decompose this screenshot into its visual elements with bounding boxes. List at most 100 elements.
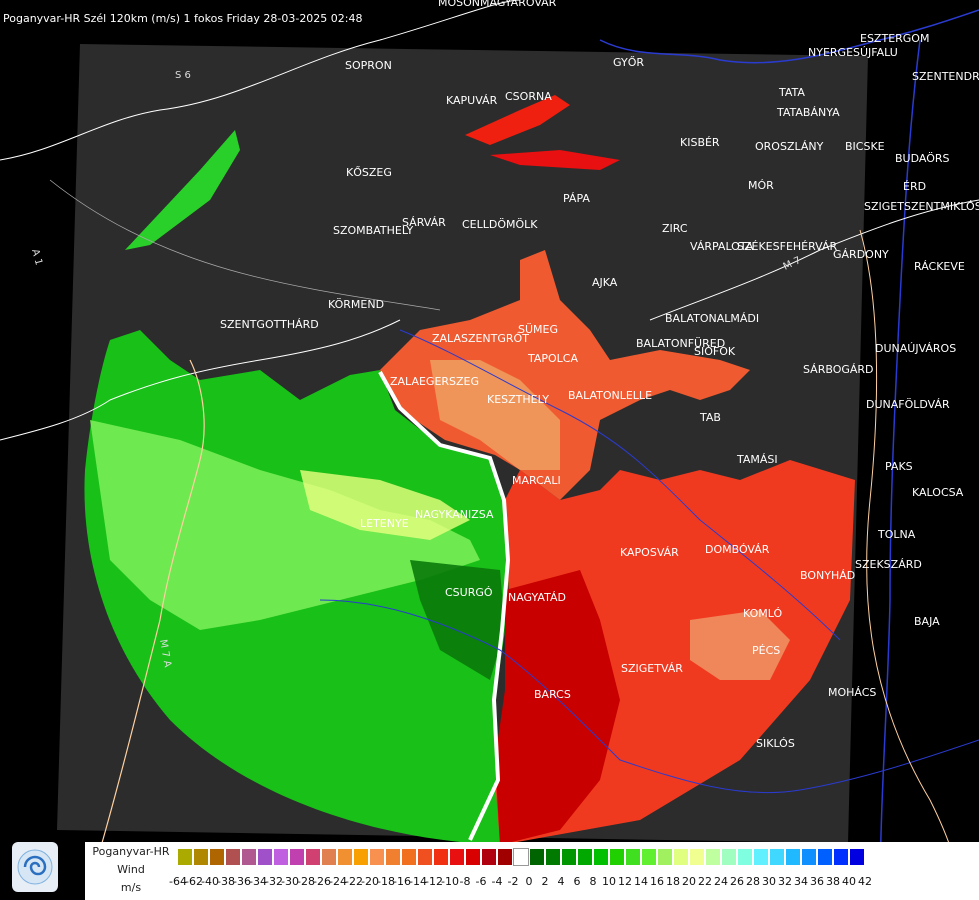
city-label: SÁRBOGÁRD — [803, 363, 874, 376]
legend-swatch — [513, 848, 529, 866]
city-label: ÉRD — [903, 180, 926, 193]
city-label: CSURGÓ — [445, 586, 493, 599]
echo-nw-green-strip — [125, 130, 240, 250]
legend-swatch — [561, 848, 577, 866]
legend-swatch — [401, 848, 417, 866]
city-label: SZÉKESFEHÉRVÁR — [737, 240, 838, 253]
city-label: GYŐR — [613, 55, 644, 69]
city-label: PAKS — [885, 460, 913, 473]
city-label: KALOCSA — [912, 486, 964, 499]
echo-north-strip-1 — [465, 95, 570, 145]
legend-swatch — [289, 848, 305, 866]
road-labels: S 6 A 1 M 7 M 7 A — [29, 70, 803, 668]
legend-swatch — [785, 848, 801, 866]
legend-tick-label: -36 — [233, 875, 251, 888]
legend-swatch — [673, 848, 689, 866]
legend-title-line: m/s — [120, 881, 142, 894]
legend-swatch — [433, 848, 449, 866]
legend-swatch — [849, 848, 865, 866]
legend-tick-label: -14 — [409, 875, 427, 888]
city-label: CSORNA — [505, 90, 552, 103]
legend-tick-label: -20 — [361, 875, 379, 888]
city-label: SIÓFOK — [694, 345, 736, 358]
city-label: ZIRC — [662, 222, 688, 235]
legend-tick-label: 0 — [525, 875, 533, 888]
legend-tick-label: -24 — [329, 875, 347, 888]
city-label: SZEKSZÁRD — [855, 558, 922, 571]
city-label: MÓR — [748, 179, 774, 192]
city-label: KAPOSVÁR — [620, 546, 679, 559]
legend-tick-label: 24 — [714, 875, 728, 888]
city-label: PÉCS — [752, 644, 780, 657]
city-label: SOPRON — [345, 59, 392, 72]
city-label: BUDAÖRS — [895, 152, 950, 165]
legend-tick-label: 20 — [682, 875, 696, 888]
city-label: DOMBÓVÁR — [705, 543, 770, 556]
city-label: TOLNA — [877, 528, 916, 541]
legend-swatch — [769, 848, 785, 866]
legend-swatch — [209, 848, 225, 866]
city-label: VÁRPALOTA — [690, 240, 754, 253]
city-label: BALATONLELLE — [568, 389, 652, 402]
city-label: SÁRVÁR — [402, 216, 446, 229]
legend-tick-label: -2 — [507, 875, 519, 888]
legend-tick-label: 26 — [730, 875, 744, 888]
echo-orange-region — [690, 610, 790, 680]
city-label: SZENTENDRE — [912, 70, 979, 83]
city-label: KÖRMEND — [328, 298, 384, 311]
city-label: DUNAFÖLDVÁR — [866, 398, 950, 411]
echo-north-red-region — [380, 250, 750, 500]
city-label: BALATONFÜRED — [636, 337, 725, 350]
legend-tick-label: 2 — [541, 875, 549, 888]
city-label: TAPOLCA — [527, 352, 578, 365]
legend-swatch — [689, 848, 705, 866]
city-label: DUNAÚJVÁROS — [875, 342, 956, 355]
city-label: NAGYATÁD — [508, 591, 566, 604]
legend-swatch — [753, 848, 769, 866]
legend-swatch — [417, 848, 433, 866]
city-label: BAJA — [914, 615, 940, 628]
city-label: KESZTHELY — [487, 393, 549, 406]
legend-swatch — [321, 848, 337, 866]
legend-swatch — [593, 848, 609, 866]
echo-salmon-region — [430, 360, 560, 470]
city-label: NYERGESÚJFALU — [808, 46, 898, 59]
city-label: SZIGETSZENTMIKLÓS — [864, 200, 979, 213]
legend-tick-label: -62 — [185, 875, 203, 888]
legend-tick-label: -32 — [265, 875, 283, 888]
legend-tick-label: 8 — [589, 875, 597, 888]
legend-tick-label: -18 — [377, 875, 395, 888]
echo-zero-line — [378, 371, 511, 841]
city-label: RÁCKEVE — [914, 260, 965, 273]
legend-tick-label: -26 — [313, 875, 331, 888]
city-label: CELLDÖMÖLK — [462, 218, 538, 231]
legend-tick-label: 28 — [746, 875, 760, 888]
legend-swatch — [465, 848, 481, 866]
legend-swatch — [177, 848, 193, 866]
color-legend: Poganyvar-HR Wind m/s -64 -62 -40 -38 -36 -34… — [85, 842, 979, 900]
legend-swatch — [657, 848, 673, 866]
city-label: SZIGETVÁR — [621, 662, 683, 675]
city-label: GÁRDONY — [833, 248, 889, 261]
city-label: AJKA — [592, 276, 618, 289]
legend-swatch — [337, 848, 353, 866]
legend-tick-label: -12 — [425, 875, 443, 888]
echo-north-strip-2 — [490, 150, 620, 170]
legend-tick-label: -38 — [217, 875, 235, 888]
city-label: SIKLÓS — [756, 737, 795, 750]
legend-swatch — [705, 848, 721, 866]
legend-tick-label: 6 — [573, 875, 581, 888]
city-label: TATABÁNYA — [776, 106, 840, 119]
legend-swatch — [545, 848, 561, 866]
legend-title-line: Poganyvar-HR — [92, 845, 170, 858]
city-label: BICSKE — [845, 140, 885, 153]
legend-swatches — [177, 848, 865, 868]
legend-tick-label: -4 — [491, 875, 503, 888]
city-label: MARCALI — [512, 474, 561, 487]
legend-tick-label: 30 — [762, 875, 776, 888]
legend-tick-label: 38 — [826, 875, 840, 888]
legend-swatch — [817, 848, 833, 866]
